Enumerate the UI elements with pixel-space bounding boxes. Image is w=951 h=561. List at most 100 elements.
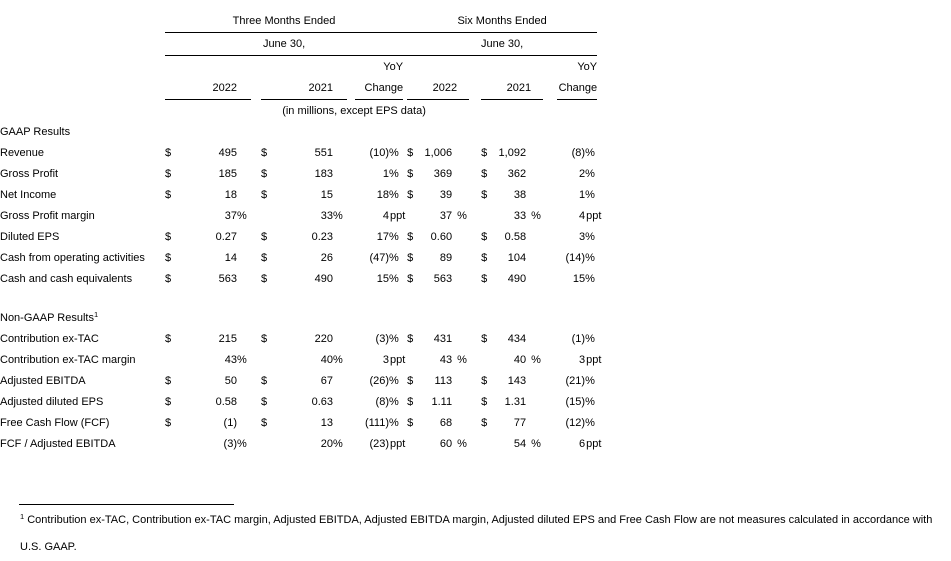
currency-symbol: $ bbox=[407, 333, 414, 345]
cell-value: 495 bbox=[218, 147, 237, 159]
footnote-rule bbox=[19, 504, 234, 505]
cell-value: (3) bbox=[375, 333, 389, 345]
unit-suffix: % bbox=[585, 189, 595, 201]
cell-value: 0.63 bbox=[311, 396, 333, 408]
column-gap bbox=[469, 143, 481, 164]
cell-value: 15 bbox=[320, 189, 333, 201]
currency-symbol: $ bbox=[165, 189, 172, 201]
currency-symbol bbox=[407, 206, 421, 227]
unit-suffix bbox=[457, 392, 469, 413]
column-gap bbox=[543, 269, 557, 290]
unit-suffix bbox=[457, 413, 469, 434]
table-row: Revenue $495 $551 (10)% $1,006 $1,092 (8)% bbox=[0, 143, 597, 164]
unit-suffix: % bbox=[457, 354, 467, 366]
cell-value: 369 bbox=[433, 168, 453, 180]
cell-value: (111) bbox=[364, 417, 389, 429]
column-gap bbox=[347, 164, 355, 185]
unit-suffix bbox=[531, 227, 543, 248]
column-gap bbox=[469, 248, 481, 269]
column-gap bbox=[469, 227, 481, 248]
currency-symbol: $ bbox=[165, 168, 172, 180]
currency-symbol: $ bbox=[261, 231, 268, 243]
row-label: Contribution ex-TAC bbox=[0, 333, 99, 345]
empty-cell bbox=[0, 78, 165, 100]
unit-suffix bbox=[457, 371, 469, 392]
year-header-row: 2022 2021 Change 2022 2021 Change bbox=[0, 78, 598, 100]
cell-value: 15 bbox=[572, 273, 586, 285]
table-header: Three Months Ended Six Months Ended June… bbox=[0, 10, 598, 122]
cell-value: 77 bbox=[513, 417, 527, 429]
column-gap bbox=[251, 227, 261, 248]
table-row: Gross Profit $185 $183 1% $369 $362 2% bbox=[0, 164, 597, 185]
cell-value: (1) bbox=[571, 333, 586, 345]
unit-suffix bbox=[237, 413, 251, 434]
row-label: Cash and cash equivalents bbox=[0, 273, 133, 285]
cell-value: 40 bbox=[320, 354, 333, 366]
currency-symbol: $ bbox=[165, 396, 172, 408]
row-label: Cash from operating activities bbox=[0, 252, 145, 264]
cell-value: 431 bbox=[433, 333, 453, 345]
currency-symbol: $ bbox=[481, 189, 488, 201]
currency-symbol: $ bbox=[407, 417, 414, 429]
unit-suffix: % bbox=[585, 252, 595, 264]
period-header-row: Three Months Ended Six Months Ended bbox=[0, 10, 598, 33]
currency-symbol: $ bbox=[407, 375, 414, 387]
underline-cell bbox=[237, 78, 251, 100]
cell-value: 6 bbox=[578, 438, 586, 450]
cell-value: 1,006 bbox=[424, 147, 453, 159]
table-row: Contribution ex-TAC margin 43% 40% 3 ppt 43% 4… bbox=[0, 350, 601, 371]
cell-value: 2 bbox=[578, 168, 586, 180]
unit-suffix: % bbox=[389, 417, 399, 429]
column-header-2021-3m: 2021 bbox=[261, 78, 333, 100]
column-header-change-3m: Change bbox=[355, 78, 404, 100]
column-gap bbox=[347, 434, 355, 455]
footnote: 1 Contribution ex-TAC, Contribution ex-T… bbox=[0, 504, 951, 561]
unit-suffix bbox=[531, 248, 543, 269]
unit-suffix: % bbox=[457, 210, 467, 222]
table-row: Free Cash Flow (FCF) $ (1) $13 (111)% $68 $77 (… bbox=[0, 413, 597, 434]
table-row: Gross Profit margin 37% 33% 4 ppt 37% 33% 4 ppt bbox=[0, 206, 601, 227]
currency-symbol bbox=[165, 434, 181, 455]
currency-symbol: $ bbox=[407, 147, 414, 159]
unit-suffix: % bbox=[389, 375, 399, 387]
cell-value: 563 bbox=[433, 273, 453, 285]
currency-symbol: $ bbox=[261, 417, 268, 429]
unit-suffix bbox=[531, 392, 543, 413]
underline-cell bbox=[531, 78, 544, 100]
cell-value: 104 bbox=[507, 252, 527, 264]
cell-value: (47) bbox=[369, 252, 389, 264]
cell-value: 490 bbox=[507, 273, 527, 285]
unit-suffix: % bbox=[389, 189, 399, 201]
unit-suffix: % bbox=[585, 231, 595, 243]
cell-value: 20 bbox=[320, 438, 333, 450]
unit-suffix bbox=[333, 248, 347, 269]
column-gap bbox=[469, 185, 481, 206]
cell-value: 60 bbox=[439, 438, 453, 450]
unit-suffix: % bbox=[389, 396, 399, 408]
period-group-gap bbox=[403, 10, 408, 33]
cell-value: 37 bbox=[224, 210, 237, 222]
empty-cell bbox=[0, 290, 597, 308]
column-gap bbox=[251, 206, 261, 227]
currency-symbol: $ bbox=[481, 231, 488, 243]
section-title-row: GAAP Results bbox=[0, 122, 597, 143]
table-row: Adjusted EBITDA $50 $67 (26)% $113 $143 (21)% bbox=[0, 371, 597, 392]
unit-suffix bbox=[531, 269, 543, 290]
unit-suffix: % bbox=[585, 168, 595, 180]
unit-suffix bbox=[333, 269, 347, 290]
cell-value: 18 bbox=[376, 189, 389, 201]
section-title-superscript: 1 bbox=[93, 310, 99, 319]
column-gap bbox=[543, 434, 557, 455]
column-gap bbox=[469, 434, 481, 455]
cell-value: 43 bbox=[439, 354, 453, 366]
unit-suffix bbox=[531, 371, 543, 392]
row-label: Adjusted EBITDA bbox=[0, 375, 86, 387]
unit-suffix bbox=[237, 329, 251, 350]
unit-suffix bbox=[333, 413, 347, 434]
cell-value: (8) bbox=[375, 396, 389, 408]
gap-cell bbox=[251, 78, 261, 100]
table-row: Adjusted diluted EPS $0.58 $0.63 (8)% $1.11 $… bbox=[0, 392, 597, 413]
column-gap bbox=[469, 350, 481, 371]
unit-suffix: % bbox=[585, 333, 595, 345]
